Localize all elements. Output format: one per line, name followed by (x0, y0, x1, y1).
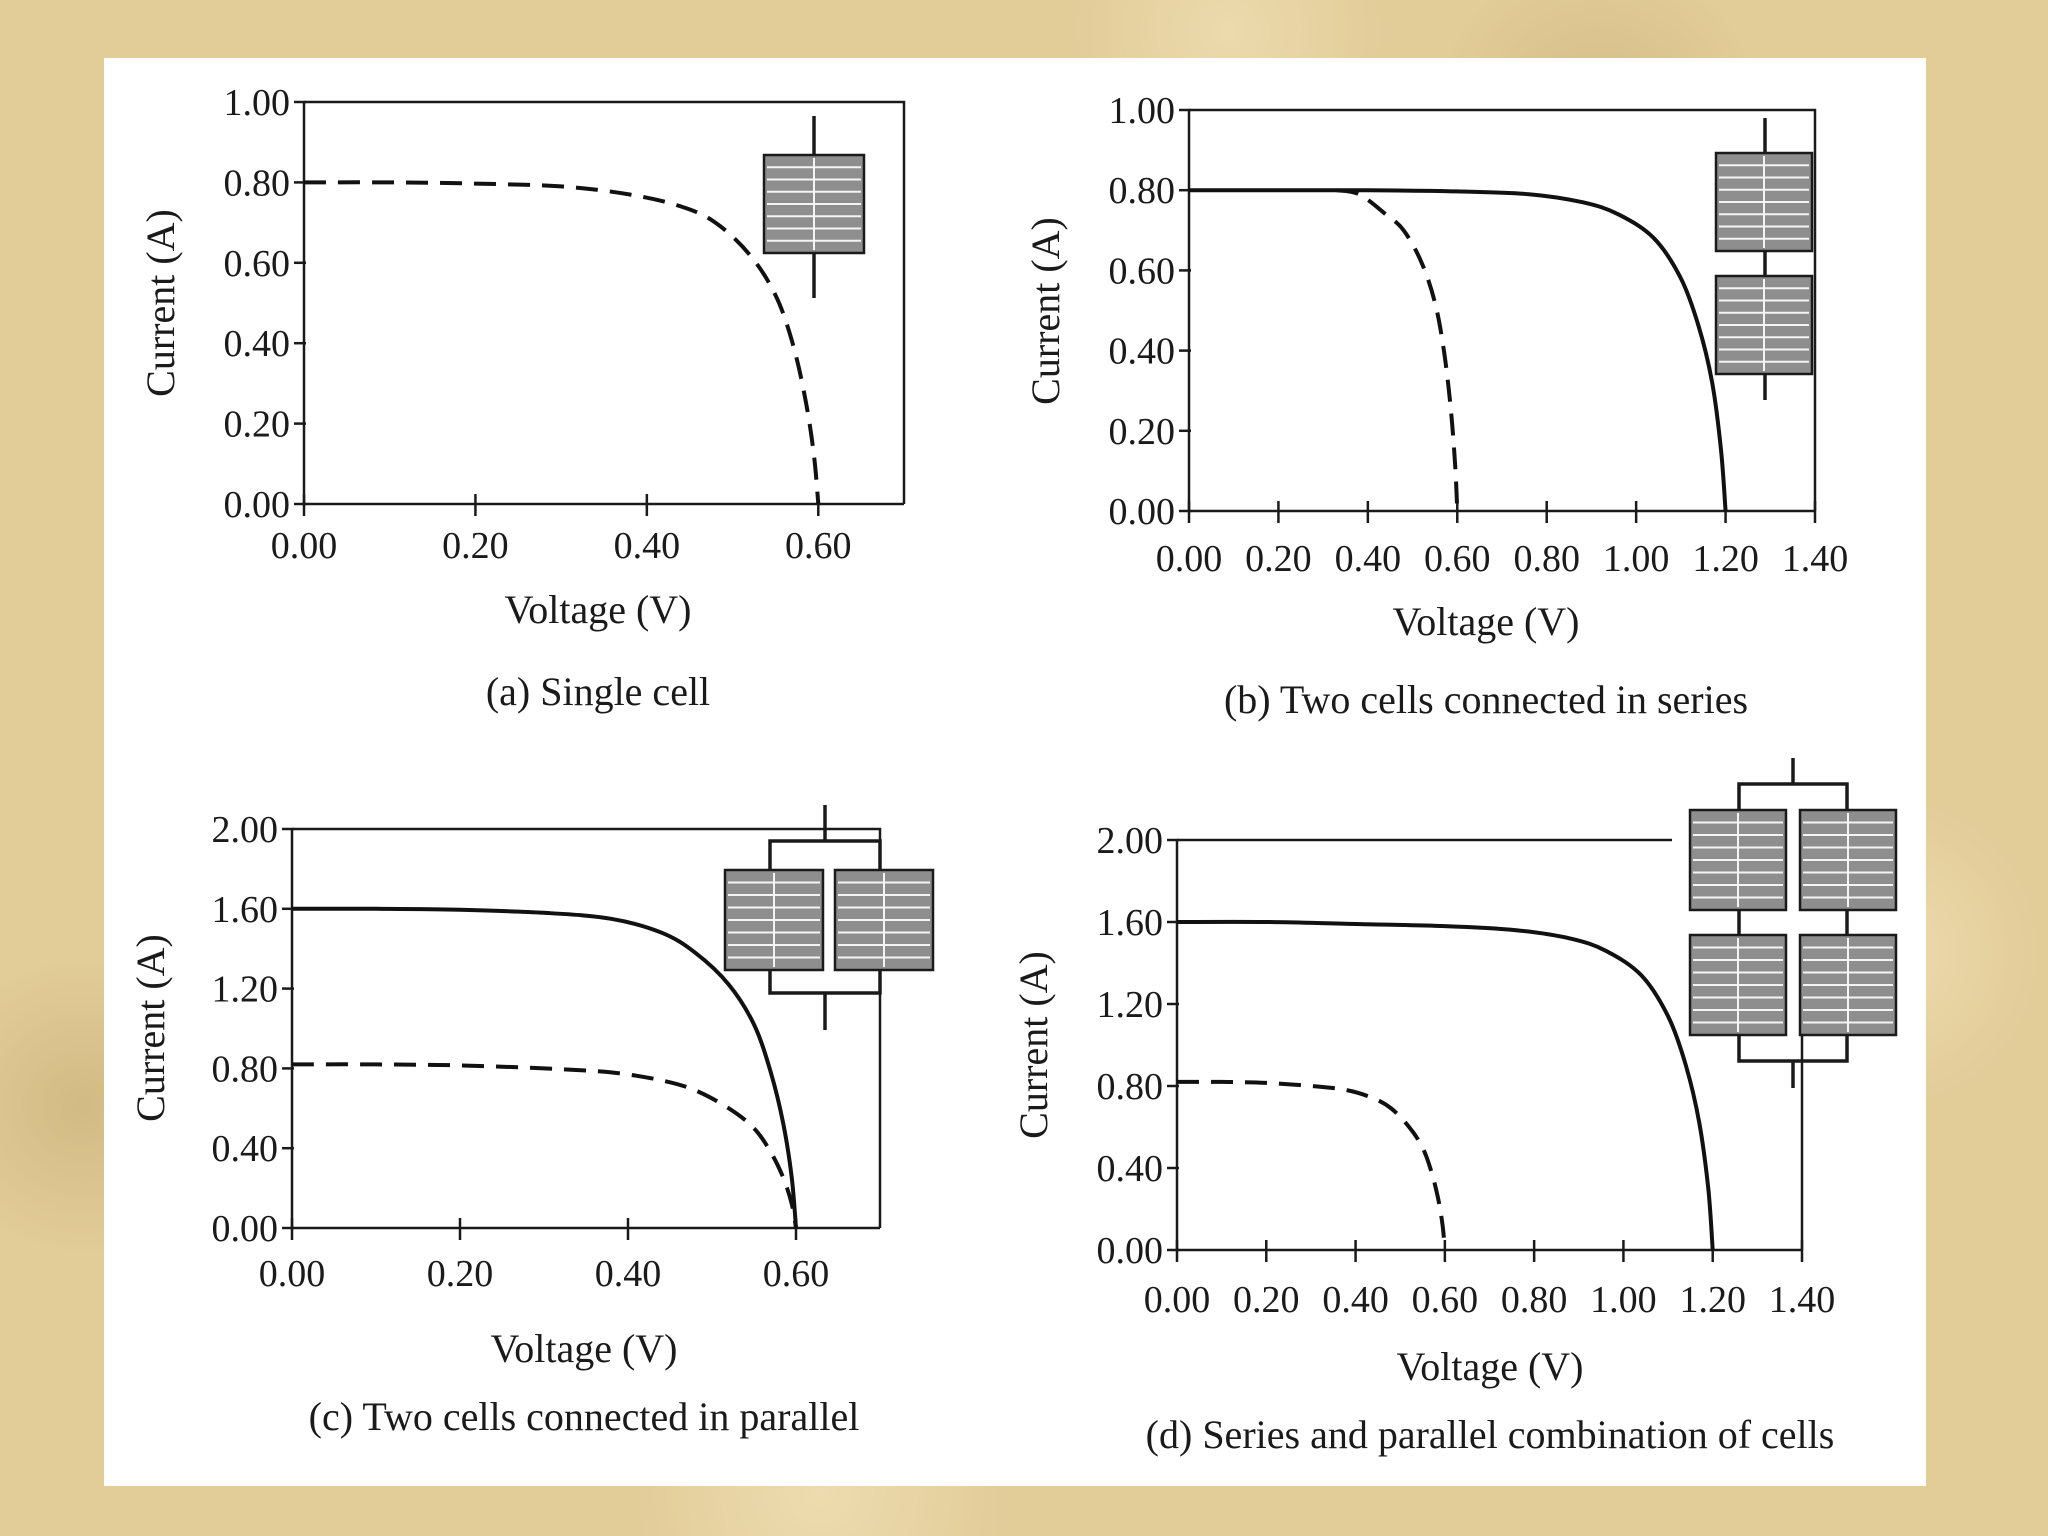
solar-cell-icon (1688, 933, 1788, 1037)
x-tick-label: 0.40 (614, 525, 681, 567)
chart-panel-single-cell: 0.00 0.20 0.40 0.60 0.80 1.00 0.00 0.20 0.40 0.60… (138, 82, 906, 714)
solar-cell-icon (1798, 933, 1898, 1037)
y-axis-title: Current (A) (1011, 951, 1056, 1139)
solar-cell-icon (1688, 808, 1788, 912)
iv-curve-dashed (1176, 1079, 1447, 1251)
x-tick-label: 1.00 (1590, 1279, 1657, 1321)
iv-curve-dashed (1336, 188, 1460, 512)
y-tick-label: 0.40 (224, 323, 291, 365)
x-tick-label: 1.00 (1603, 538, 1670, 580)
x-tick-label: 0.60 (1424, 538, 1491, 580)
x-tick-label: 0.20 (427, 1253, 494, 1295)
x-axis-title: Voltage (V) (1393, 599, 1580, 644)
x-tick-label: 0.00 (1144, 1279, 1211, 1321)
solar-cell-icon (762, 153, 866, 255)
y-tick-label: 0.60 (1109, 250, 1176, 292)
panel-caption: (a) Single cell (486, 669, 710, 714)
solar-cell-icon (1714, 274, 1814, 376)
y-tick-label: 1.20 (212, 969, 279, 1011)
y-tick-label: 2.00 (212, 809, 279, 851)
y-tick-label: 1.60 (1097, 902, 1164, 944)
x-tick-label: 1.40 (1769, 1279, 1836, 1321)
y-tick-label: 0.00 (224, 484, 291, 526)
plot-frame (292, 827, 882, 1228)
solar-cell-icon (1798, 808, 1898, 912)
series-parallel-cells-icon (1688, 758, 1898, 1088)
solar-cell-icon (723, 868, 825, 972)
y-tick-label: 0.20 (1109, 411, 1176, 453)
y-tick-label: 2.00 (1097, 820, 1164, 862)
x-tick-label: 0.00 (271, 525, 338, 567)
iv-curve-solid (1189, 188, 1728, 512)
y-axis-title: Current (A) (138, 209, 183, 397)
x-axis-title: Voltage (V) (491, 1326, 678, 1371)
x-tick-label: 1.20 (1679, 1279, 1746, 1321)
figure-panel: 0.00 0.20 0.40 0.60 0.80 1.00 0.00 0.20 0.40 0.60… (104, 58, 1926, 1486)
y-tick-label: 0.80 (1097, 1066, 1164, 1108)
y-tick-label: 0.40 (1109, 331, 1176, 373)
iv-curve-dashed (303, 180, 821, 505)
y-tick-label: 0.00 (212, 1208, 279, 1250)
solar-cell-icon (833, 868, 935, 972)
x-tick-label: 0.40 (595, 1253, 662, 1295)
y-tick-label: 0.40 (212, 1128, 279, 1170)
iv-curve-solid (1176, 919, 1715, 1251)
y-tick-label: 1.20 (1097, 984, 1164, 1026)
x-tick-label: 0.60 (785, 525, 852, 567)
single-cell-icon (762, 116, 866, 298)
panel-caption: (b) Two cells connected in series (1224, 677, 1748, 722)
series-cells-icon (1714, 118, 1814, 400)
chart-panel-parallel: 0.00 0.40 0.80 1.20 1.60 2.00 0.00 0.20 0.40 0.60… (128, 805, 935, 1439)
y-axis-title: Current (A) (1023, 217, 1068, 405)
x-tick-label: 0.00 (1156, 538, 1223, 580)
y-tick-label: 0.40 (1097, 1148, 1164, 1190)
x-tick-label: 1.20 (1692, 538, 1759, 580)
x-tick-label: 0.80 (1513, 538, 1580, 580)
y-tick-label: 0.80 (224, 162, 291, 204)
y-tick-label: 0.00 (1097, 1230, 1164, 1272)
x-tick-label: 0.20 (442, 525, 509, 567)
x-tick-label: 0.80 (1501, 1279, 1568, 1321)
y-axis-title: Current (A) (128, 934, 173, 1122)
parallel-cells-icon (723, 805, 935, 1030)
y-tick-label: 0.80 (1109, 170, 1176, 212)
y-tick-label: 1.00 (1109, 90, 1176, 132)
y-tick-label: 0.20 (224, 404, 291, 446)
y-tick-label: 1.60 (212, 889, 279, 931)
iv-curve-dashed (291, 1062, 798, 1229)
y-tick-label: 0.60 (224, 243, 291, 285)
x-tick-label: 0.40 (1335, 538, 1402, 580)
x-tick-label: 0.60 (763, 1253, 830, 1295)
solar-cell-icon (1714, 151, 1814, 253)
y-tick-label: 0.80 (212, 1048, 279, 1090)
x-tick-label: 0.60 (1412, 1279, 1479, 1321)
x-tick-label: 1.40 (1782, 538, 1849, 580)
x-axis-title: Voltage (V) (1397, 1344, 1584, 1389)
x-tick-label: 0.00 (259, 1253, 326, 1295)
panel-caption: (c) Two cells connected in parallel (309, 1394, 860, 1439)
y-tick-label: 0.00 (1109, 491, 1176, 533)
x-tick-label: 0.40 (1322, 1279, 1389, 1321)
chart-panel-series: 0.00 0.20 0.40 0.60 0.80 1.00 0.00 0.20 0.40 0.60… (1023, 90, 1848, 722)
figure-canvas: 0.00 0.20 0.40 0.60 0.80 1.00 0.00 0.20 0.40 0.60… (128, 82, 1898, 1457)
x-axis-title: Voltage (V) (505, 587, 692, 632)
plot-frame (304, 100, 906, 504)
chart-panel-series-parallel: 0.00 0.40 0.80 1.20 1.60 2.00 0.00 0.20 0.40 0.60… (1011, 758, 1898, 1457)
panel-caption: (d) Series and parallel combination of c… (1146, 1412, 1835, 1457)
x-tick-label: 0.20 (1245, 538, 1312, 580)
y-tick-label: 1.00 (224, 82, 291, 124)
plot-frame (1189, 108, 1817, 511)
x-tick-label: 0.20 (1233, 1279, 1300, 1321)
iv-curve-solid (291, 906, 798, 1229)
